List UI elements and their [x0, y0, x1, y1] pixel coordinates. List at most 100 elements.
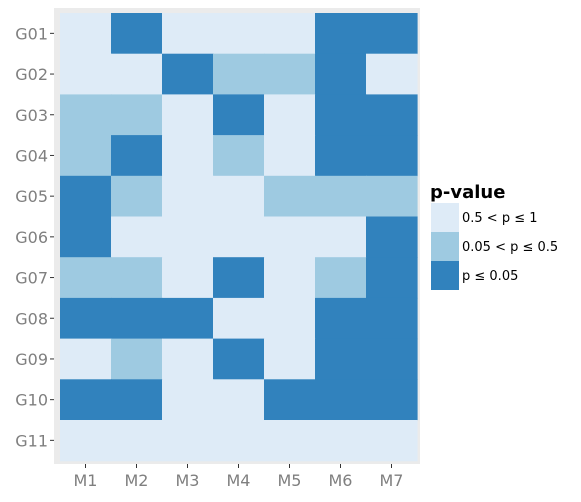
heatmap-cell	[366, 13, 418, 55]
heatmap-cell	[213, 257, 265, 299]
heatmap-cell	[315, 297, 367, 340]
heatmap-cell	[162, 338, 214, 380]
y-tick-label: G03	[15, 106, 48, 125]
heatmap-cell	[60, 338, 112, 380]
heatmap-cell	[315, 420, 367, 462]
heatmap-cell	[315, 53, 367, 95]
heatmap-cell	[60, 379, 112, 421]
x-tick-label: M6	[329, 471, 353, 490]
heatmap-cell	[213, 135, 265, 177]
heatmap-cell	[366, 379, 418, 421]
heatmap-cell	[366, 135, 418, 177]
heatmap-cell	[264, 94, 316, 136]
heatmap-cell	[264, 175, 316, 218]
heatmap-cell	[111, 379, 163, 421]
heatmap-cell	[315, 257, 367, 299]
heatmap-cell	[162, 216, 214, 258]
heatmap-cell	[162, 53, 214, 95]
heatmap-cell	[264, 53, 316, 95]
heatmap-cell	[315, 13, 367, 55]
heatmap-cell	[213, 420, 265, 462]
heatmap-cell	[264, 135, 316, 177]
heatmap-cell	[264, 216, 316, 258]
legend-key	[431, 261, 459, 290]
x-tick-label: M4	[227, 471, 251, 490]
heatmap-cell	[213, 216, 265, 258]
heatmap-cell	[213, 379, 265, 421]
x-tick-label: M3	[176, 471, 200, 490]
y-tick-label: G05	[15, 187, 48, 206]
heatmap-cell	[366, 420, 418, 462]
heatmap-cell	[162, 379, 214, 421]
heatmap-cell	[162, 135, 214, 177]
heatmap-cell	[366, 94, 418, 136]
heatmap-cell	[315, 379, 367, 421]
y-tick-label: G08	[15, 309, 48, 328]
x-tick-label: M2	[125, 471, 149, 490]
heatmap-cell	[111, 13, 163, 55]
heatmap-cell	[213, 94, 265, 136]
heatmap-cell	[111, 338, 163, 380]
legend-title: p-value	[430, 182, 505, 203]
heatmap-cell	[60, 297, 112, 340]
legend-key	[431, 203, 459, 232]
heatmap-cell	[213, 297, 265, 340]
heatmap-cell	[60, 420, 112, 462]
heatmap-cell	[111, 94, 163, 136]
y-tick-label: G10	[15, 391, 48, 410]
y-tick-label: G02	[15, 65, 48, 84]
x-tick-label: M1	[74, 471, 98, 490]
heatmap-cell	[264, 13, 316, 55]
heatmap-cell	[162, 257, 214, 299]
legend-label: 0.5 < p ≤ 1	[462, 211, 538, 226]
legend-key	[431, 232, 459, 261]
y-tick-label: G04	[15, 146, 48, 165]
heatmap-cell	[264, 379, 316, 421]
heatmap-cell	[315, 175, 367, 218]
heatmap-cell	[60, 257, 112, 299]
heatmap-cell	[111, 175, 163, 218]
x-tick-label: M5	[278, 471, 302, 490]
heatmap-cell	[60, 53, 112, 95]
heatmap-cell	[213, 53, 265, 95]
heatmap-cell	[213, 13, 265, 55]
heatmap-cells	[60, 13, 418, 462]
heatmap-cell	[111, 257, 163, 299]
heatmap-cell	[315, 338, 367, 380]
heatmap-cell	[60, 135, 112, 177]
heatmap-cell	[366, 297, 418, 340]
heatmap-cell	[60, 94, 112, 136]
heatmap-cell	[162, 94, 214, 136]
heatmap-cell	[162, 175, 214, 218]
heatmap-cell	[315, 216, 367, 258]
heatmap-cell	[162, 297, 214, 340]
legend: p-value 0.5 < p ≤ 1 0.05 < p ≤ 0.5 p ≤ 0.0…	[430, 182, 558, 290]
heatmap-cell	[213, 175, 265, 218]
heatmap-cell	[315, 94, 367, 136]
heatmap-cell	[162, 420, 214, 462]
heatmap-cell	[264, 297, 316, 340]
heatmap-cell	[111, 135, 163, 177]
y-tick-label: G09	[15, 350, 48, 369]
heatmap-cell	[264, 420, 316, 462]
legend-label: p ≤ 0.05	[462, 269, 518, 284]
heatmap-cell	[366, 216, 418, 258]
axes: G01 G02 G03 G04 G05 G06 G07 G08 G09 G10 G11 M1 M2 M3 M…	[15, 24, 403, 490]
heatmap-cell	[264, 257, 316, 299]
legend-label: 0.05 < p ≤ 0.5	[462, 240, 558, 255]
heatmap-cell	[111, 53, 163, 95]
x-tick-label: M7	[380, 471, 404, 490]
heatmap-cell	[60, 216, 112, 258]
heatmap-cell	[162, 13, 214, 55]
heatmap-cell	[213, 338, 265, 380]
heatmap-cell	[60, 13, 112, 55]
y-tick-label: G11	[15, 431, 48, 450]
y-tick-label: G06	[15, 228, 48, 247]
heatmap-cell	[366, 338, 418, 380]
heatmap-cell	[366, 257, 418, 299]
heatmap-cell	[315, 135, 367, 177]
heatmap-cell	[111, 216, 163, 258]
y-tick-label: G01	[15, 24, 48, 43]
heatmap-cell	[111, 297, 163, 340]
